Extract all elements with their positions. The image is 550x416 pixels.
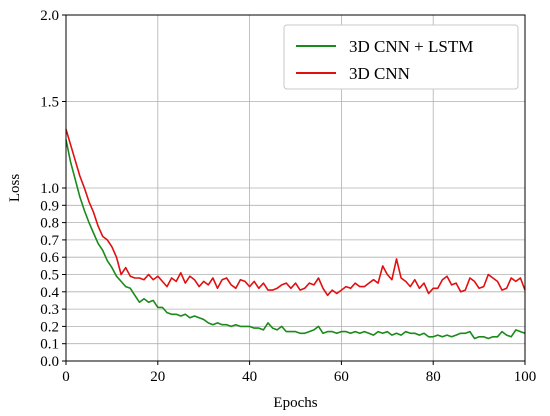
series-lines [65, 128, 526, 340]
y-tick-label: 0.4 [40, 285, 59, 301]
x-tick-label: 100 [514, 369, 537, 385]
y-tick-label: 0.7 [40, 233, 59, 249]
y-tick-label: 0.0 [40, 354, 59, 370]
axis-ticks: 0 20 40 60 80 100 0.00.1 0.20.30.40.5 0.60.70.8 0… [40, 8, 536, 385]
x-tick-label: 0 [62, 369, 70, 385]
y-tick-label: 0.8 [40, 216, 59, 232]
x-tick-label: 60 [334, 369, 349, 385]
y-tick-label: 0.1 [40, 337, 59, 353]
x-tick-label: 80 [426, 369, 441, 385]
x-tick-label: 40 [242, 369, 257, 385]
legend-label-3d-cnn-lstm: 3D CNN + LSTM [349, 37, 473, 56]
series-line-3d-cnn-lstm [65, 139, 526, 340]
y-tick-label: 0.2 [40, 319, 59, 335]
y-tick-label: 0.3 [40, 302, 59, 318]
legend-box [283, 24, 519, 90]
y-tick-label: 1.5 [40, 95, 59, 111]
legend: 3D CNN + LSTM 3D CNN [283, 24, 519, 90]
y-tick-label: 1.0 [40, 181, 59, 197]
y-axis-label: Loss [7, 174, 23, 203]
y-tick-label: 0.9 [40, 198, 59, 214]
y-tick-label: 0.6 [40, 250, 59, 266]
x-axis-label: Epochs [273, 395, 317, 411]
x-tick-label: 20 [150, 369, 165, 385]
y-tick-label: 0.5 [40, 268, 59, 284]
y-tick-label: 2.0 [40, 8, 59, 24]
series-line-3d-cnn [65, 128, 526, 297]
legend-label-3d-cnn: 3D CNN [349, 64, 410, 83]
